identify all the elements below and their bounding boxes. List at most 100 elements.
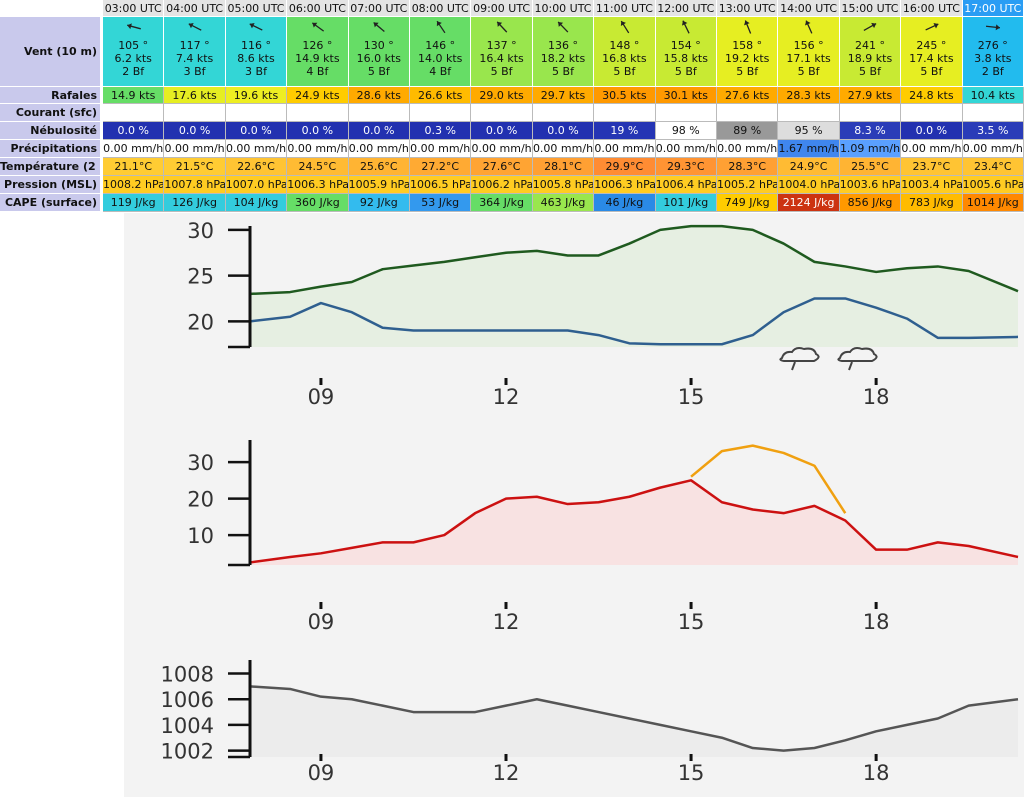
empty-cell <box>594 104 656 122</box>
time-header: 11:00 UTC <box>594 0 656 17</box>
value-cell: 1008.2 hPa <box>103 176 165 194</box>
y-tick-label: 20 <box>187 488 214 512</box>
empty-cell <box>717 104 779 122</box>
value-cell: 25.6°C <box>348 158 410 176</box>
empty-cell <box>103 104 165 122</box>
wind-cell: 126 ° 14.9 kts 4 Bf <box>287 17 349 87</box>
value-cell: 92 J/kg <box>348 194 410 212</box>
x-tick-label: 09 <box>308 385 335 409</box>
value-cell: 29.7 kts <box>532 87 595 104</box>
wind-bf: 3 Bf <box>183 65 206 78</box>
row-label: Rafales <box>0 87 101 104</box>
wind-bf: 5 Bf <box>552 65 574 78</box>
empty-cell <box>225 104 288 122</box>
row-label: Température (2 m) <box>0 158 101 176</box>
value-cell: 30.1 kts <box>655 87 717 104</box>
row-label: Précipitations <box>0 140 101 158</box>
time-header: 09:00 UTC <box>471 0 533 17</box>
value-cell: 364 J/kg <box>471 194 533 212</box>
value-cell: 22.6°C <box>225 158 288 176</box>
wind-dir: 116 ° <box>240 39 271 52</box>
rain-icon <box>837 347 878 371</box>
value-cell: 8.3 % <box>839 122 902 140</box>
value-cell: 1004.0 hPa <box>778 176 840 194</box>
x-tick-label: 09 <box>308 610 335 634</box>
time-header: 13:00 UTC <box>717 0 779 17</box>
value-cell: 95 % <box>778 122 840 140</box>
line <box>690 444 847 514</box>
value-cell: 23.4°C <box>962 158 1024 176</box>
y-tick-label: 1006 <box>161 688 214 712</box>
line <box>249 685 1019 752</box>
line <box>249 224 1019 296</box>
value-cell: 856 J/kg <box>839 194 902 212</box>
value-cell: 1.09 mm/h <box>839 140 902 158</box>
wind-dir: 276 ° <box>977 39 1008 52</box>
wind-arrow <box>925 23 939 31</box>
wind-dir: 148 ° <box>609 39 640 52</box>
value-cell: 119 J/kg <box>103 194 165 212</box>
time-header: 05:00 UTC <box>225 0 288 17</box>
line <box>249 479 1019 564</box>
rain-icons <box>779 347 878 371</box>
value-cell: 0.00 mm/h <box>103 140 165 158</box>
wind-cell: 130 ° 16.0 kts 5 Bf <box>348 17 410 87</box>
x-tick-label: 12 <box>493 761 520 785</box>
empty-cell <box>778 104 840 122</box>
wind-arrow <box>496 21 508 33</box>
value-cell: 3.5 % <box>962 122 1024 140</box>
value-cell: 14.9 kts <box>103 87 165 104</box>
value-cell: 28.6 kts <box>348 87 410 104</box>
value-cell: 24.9°C <box>778 158 840 176</box>
area <box>250 226 1018 347</box>
wind-arrow <box>986 24 1001 31</box>
empty-cell <box>839 104 902 122</box>
row-label: Nébulosité <box>0 122 101 140</box>
wind-bf: 4 Bf <box>429 65 452 78</box>
value-cell: 27.9 kts <box>839 87 902 104</box>
value-cell: 27.2°C <box>410 158 472 176</box>
value-cell: 10.4 kts <box>962 87 1024 104</box>
time-header: 06:00 UTC <box>287 0 349 17</box>
x-tick-label: 15 <box>678 610 705 634</box>
value-cell: 104 J/kg <box>225 194 288 212</box>
value-cell: 53 J/kg <box>410 194 472 212</box>
value-cell: 1006.4 hPa <box>655 176 717 194</box>
value-cell: 17.6 kts <box>164 87 226 104</box>
value-cell: 0.0 % <box>901 122 963 140</box>
wind-speed: 16.4 kts <box>479 52 524 65</box>
wind-cell: 158 ° 19.2 kts 5 Bf <box>717 17 779 87</box>
wind-cell: 116 ° 8.6 kts 3 Bf <box>225 17 288 87</box>
value-cell: 89 % <box>717 122 779 140</box>
time-header: 10:00 UTC <box>532 0 595 17</box>
value-cell: 0.00 mm/h <box>901 140 963 158</box>
wind-speed: 15.8 kts <box>663 52 708 65</box>
y-tick-label: 30 <box>187 219 214 243</box>
value-cell: 24.5°C <box>287 158 349 176</box>
value-cell: 1005.2 hPa <box>717 176 779 194</box>
value-cell: 98 % <box>655 122 717 140</box>
value-cell: 783 J/kg <box>901 194 963 212</box>
x-tick-label: 15 <box>678 761 705 785</box>
wind-cell: 276 ° 3.8 kts 2 Bf <box>962 17 1024 87</box>
value-cell: 0.00 mm/h <box>225 140 288 158</box>
wind-bf: 5 Bf <box>367 65 390 78</box>
value-cell: 30.5 kts <box>594 87 656 104</box>
value-cell: 1007.0 hPa <box>225 176 288 194</box>
empty-cell <box>532 104 595 122</box>
value-cell: 0.0 % <box>287 122 349 140</box>
x-tick-label: 15 <box>678 385 705 409</box>
value-cell: 1005.8 hPa <box>532 176 595 194</box>
wind-dir: 117 ° <box>179 39 210 52</box>
value-cell: 19.6 kts <box>225 87 288 104</box>
x-tick-label: 18 <box>863 610 890 634</box>
wind-dir: 245 ° <box>916 39 947 52</box>
wind-arrow <box>126 23 141 30</box>
wind-dir: 137 ° <box>486 39 517 52</box>
row-label: Vent (10 m) <box>0 17 101 87</box>
time-header: 12:00 UTC <box>655 0 717 17</box>
wind-speed: 17.1 kts <box>786 52 831 65</box>
wind-bf: 5 Bf <box>490 65 513 78</box>
